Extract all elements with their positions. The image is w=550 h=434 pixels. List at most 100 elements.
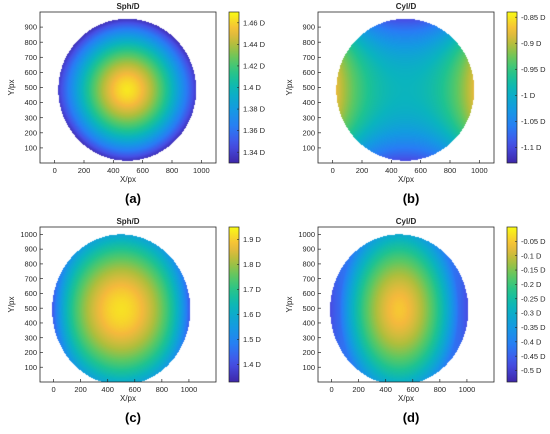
y-tick-label: 500 [24, 83, 37, 92]
x-tick-label: 400 [101, 385, 114, 394]
x-tick-label: 600 [136, 166, 149, 175]
y-tick-label: 900 [302, 245, 315, 254]
y-tick-label: 800 [24, 260, 37, 269]
y-tick-label: 900 [302, 23, 315, 32]
y-tick-label: 200 [24, 348, 37, 357]
y-tick-label: 300 [302, 113, 315, 122]
y-tick-label: 200 [302, 128, 315, 137]
x-tick-label: 800 [166, 166, 179, 175]
y-tick-label: 800 [302, 38, 315, 47]
y-tick-label: 400 [302, 319, 315, 328]
y-axis-label: Y/px [285, 296, 294, 312]
y-tick-label: 400 [24, 98, 37, 107]
colorbar-tick-label: -1.05 D [521, 117, 546, 126]
y-tick-label: 600 [302, 289, 315, 298]
x-tick-label: 800 [434, 385, 447, 394]
y-tick-label: 500 [302, 83, 315, 92]
colorbar-tick-label: 1.8 D [243, 260, 262, 269]
y-tick-label: 1000 [20, 230, 37, 239]
y-tick-label: 300 [302, 333, 315, 342]
heatmap-surface [318, 12, 494, 163]
heatmap-surface [40, 12, 216, 163]
x-axis-label: X/px [398, 175, 414, 184]
x-tick-label: 1000 [181, 385, 198, 394]
y-axis-label: Y/px [7, 79, 16, 95]
x-tick-label: 0 [329, 385, 333, 394]
y-tick-label: 200 [24, 128, 37, 137]
plot-frame [39, 226, 217, 383]
x-tick-label: 400 [385, 166, 398, 175]
colorbar-tick-label: -0.2 D [521, 280, 542, 289]
x-tick-label: 0 [51, 385, 55, 394]
colorbar [228, 226, 240, 383]
heatmap-surface [40, 227, 216, 382]
colorbar-tick-label: 1.46 D [243, 18, 266, 27]
colorbar-tick-label: 1.5 D [243, 335, 262, 344]
colorbar-tick-label: 1.9 D [243, 235, 262, 244]
colorbar-tick-label: 1.38 D [243, 105, 266, 114]
chart-panel: 0 200 400 600 800 1000 100 200 300 400 500 600 700 80… [7, 2, 266, 206]
y-tick-label: 700 [24, 53, 37, 62]
y-tick-label: 500 [302, 304, 315, 313]
y-tick-label: 900 [24, 23, 37, 32]
y-tick-label: 800 [302, 260, 315, 269]
x-tick-label: 200 [78, 166, 91, 175]
chart-panel: 0 200 400 600 800 1000 100 200 300 400 500 600 700 80… [285, 217, 546, 425]
x-tick-label: 800 [444, 166, 457, 175]
colorbar-tick-label: -0.45 D [521, 352, 546, 361]
chart-title: Sph/D [116, 217, 139, 226]
panel-label: (b) [403, 191, 420, 206]
x-tick-label: 0 [53, 166, 57, 175]
colorbar [506, 11, 518, 164]
y-tick-label: 700 [24, 274, 37, 283]
colorbar-tick-label: -0.1 D [521, 251, 542, 260]
plot-frame [317, 226, 495, 383]
colorbar-tick-label: -0.85 D [521, 13, 546, 22]
colorbar-tick-label: 1.36 D [243, 126, 266, 135]
y-tick-label: 600 [24, 289, 37, 298]
y-tick-label: 100 [302, 144, 315, 153]
x-tick-label: 1000 [193, 166, 210, 175]
chart-panel: 0 200 400 600 800 1000 100 200 300 400 500 600 700 80… [7, 217, 262, 425]
y-axis-label: Y/px [285, 79, 294, 95]
x-tick-label: 400 [107, 166, 120, 175]
colorbar [506, 226, 518, 383]
colorbar-tick-label: 1.34 D [243, 148, 266, 157]
chart-panel: 0 200 400 600 800 1000 100 200 300 400 500 600 700 80… [285, 2, 546, 206]
colorbar-tick-label: -0.3 D [521, 309, 542, 318]
y-tick-label: 900 [24, 245, 37, 254]
y-tick-label: 600 [302, 68, 315, 77]
panel-label: (c) [125, 410, 141, 425]
x-tick-label: 600 [407, 385, 420, 394]
x-tick-label: 400 [379, 385, 392, 394]
x-tick-label: 200 [356, 166, 369, 175]
y-tick-label: 500 [24, 304, 37, 313]
x-tick-label: 800 [156, 385, 169, 394]
x-tick-label: 600 [129, 385, 142, 394]
panel-label: (d) [403, 410, 420, 425]
colorbar-tick-label: 1.7 D [243, 285, 262, 294]
y-tick-label: 600 [24, 68, 37, 77]
x-tick-label: 1000 [459, 385, 476, 394]
y-tick-label: 200 [302, 348, 315, 357]
panel-label: (a) [125, 191, 141, 206]
colorbar-tick-label: -0.4 D [521, 337, 542, 346]
chart-title: Cyl/D [396, 217, 417, 226]
colorbar-tick-label: 1.4 D [243, 360, 262, 369]
x-axis-label: X/px [120, 175, 136, 184]
chart-title: Cyl/D [396, 2, 417, 11]
y-tick-label: 700 [302, 53, 315, 62]
colorbar-tick-label: 1.6 D [243, 310, 262, 319]
colorbar-tick-label: -0.9 D [521, 39, 542, 48]
y-tick-label: 1000 [298, 230, 315, 239]
heatmap-surface [318, 227, 494, 382]
y-tick-label: 100 [24, 363, 37, 372]
y-tick-label: 100 [302, 363, 315, 372]
colorbar-tick-label: -0.95 D [521, 65, 546, 74]
colorbar-tick-label: -0.5 D [521, 366, 542, 375]
colorbar-tick-label: -1.1 D [521, 143, 542, 152]
x-tick-label: 600 [414, 166, 427, 175]
y-tick-label: 100 [24, 144, 37, 153]
colorbar-tick-label: -0.35 D [521, 323, 546, 332]
y-tick-label: 300 [24, 333, 37, 342]
